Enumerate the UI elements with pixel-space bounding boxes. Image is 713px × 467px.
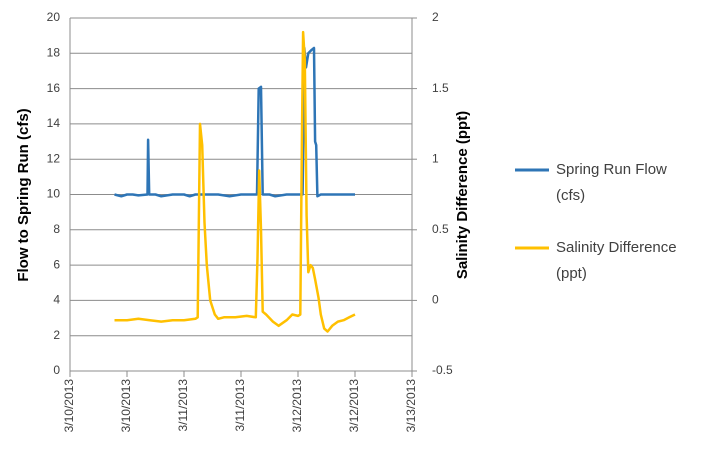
y-tick-label: 4 (53, 293, 60, 307)
x-tick-label: 3/12/2013 (290, 379, 304, 433)
y2-tick-label: 2 (432, 10, 439, 24)
y-tick-label: 2 (53, 328, 60, 342)
x-tick-label: 3/11/2013 (233, 379, 247, 432)
legend-label: Salinity Difference (ppt) (556, 239, 677, 282)
y-axis-title: Flow to Spring Run (cfs) (15, 108, 32, 281)
y-tick-label: 10 (47, 187, 61, 201)
y2-axis-title: Salinity Difference (ppt) (454, 111, 471, 279)
y2-tick-label: -0.5 (432, 363, 453, 377)
legend-label: Spring Run Flow (cfs) (556, 161, 667, 204)
y-tick-label: 0 (53, 363, 60, 377)
y-tick-label: 6 (53, 257, 60, 271)
y2-tick-label: 1.5 (432, 81, 449, 95)
y2-tick-label: 0.5 (432, 222, 449, 236)
y-tick-label: 8 (53, 222, 60, 236)
y-tick-label: 18 (47, 45, 61, 59)
y-tick-label: 14 (47, 116, 61, 130)
x-tick-label: 3/10/2013 (119, 379, 133, 433)
y-tick-label: 16 (47, 81, 61, 95)
y-tick-label: 20 (47, 10, 61, 24)
y2-tick-label: 0 (432, 293, 439, 307)
x-tick-label: 3/13/2013 (404, 379, 418, 433)
x-tick-label: 3/11/2013 (176, 379, 190, 432)
y-tick-label: 12 (47, 151, 61, 165)
series-line (114, 30, 356, 333)
x-tick-label: 3/12/2013 (347, 379, 361, 433)
x-tick-label: 3/10/2013 (62, 379, 76, 433)
y2-tick-label: 1 (432, 151, 439, 165)
series-line (114, 46, 355, 198)
